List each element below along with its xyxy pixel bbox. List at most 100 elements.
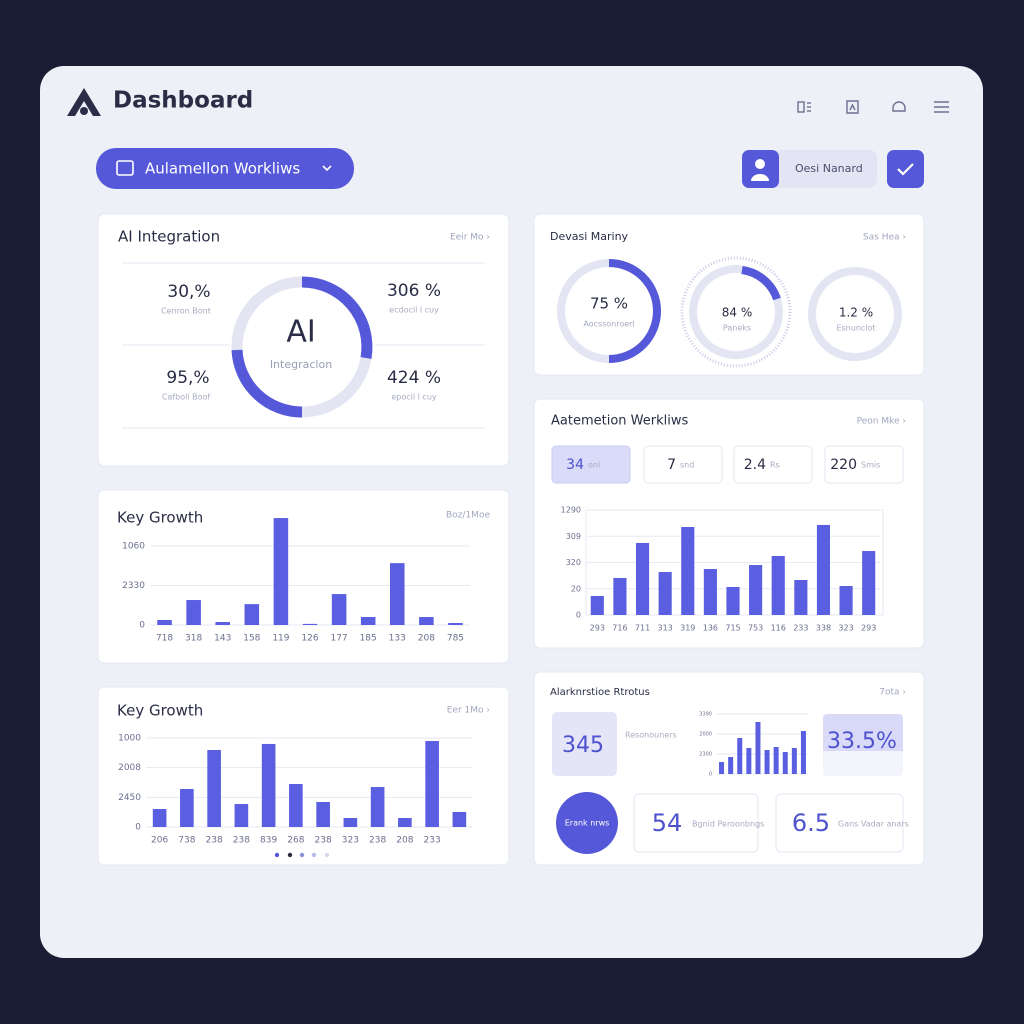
card-title: AI Integration xyxy=(118,228,220,246)
stat-box xyxy=(775,793,904,853)
stat-label: epocil l cuy xyxy=(391,393,437,402)
bar xyxy=(234,804,249,827)
bar xyxy=(180,788,194,827)
bar xyxy=(782,752,788,774)
x-tick-label: 785 xyxy=(447,634,464,644)
x-tick-label: 206 xyxy=(151,836,168,846)
stat-label: Cenron Bont xyxy=(161,307,211,316)
bar xyxy=(316,801,330,827)
x-tick-label: 177 xyxy=(330,634,347,644)
bar xyxy=(839,586,853,615)
donut-subtitle: Integraclon xyxy=(270,358,332,371)
donut-title: AI xyxy=(286,315,315,350)
bar xyxy=(390,563,405,625)
y-tick-label: 0 xyxy=(135,823,141,833)
x-tick-label: 318 xyxy=(185,634,202,644)
icon-menu[interactable] xyxy=(934,101,949,113)
page-dot[interactable] xyxy=(274,852,280,858)
y-tick-label: 1060 xyxy=(122,542,145,552)
card-title: Key Growth xyxy=(117,509,203,527)
stat-box xyxy=(552,712,617,776)
top-icons xyxy=(797,100,949,114)
x-tick-label: 126 xyxy=(301,634,318,644)
stat-value: 345 xyxy=(562,733,604,758)
workflow-dropdown[interactable] xyxy=(96,148,354,189)
x-tick-label: 268 xyxy=(287,836,304,846)
card-link[interactable]: Eer 1Mo › xyxy=(447,706,490,716)
x-tick-label: 753 xyxy=(748,624,763,633)
bar xyxy=(746,748,752,774)
bar xyxy=(419,617,434,625)
card-title: Alarknrstioe Rtrotus xyxy=(550,687,650,698)
card-link[interactable]: Peon Mke › xyxy=(857,417,906,427)
card-link[interactable]: 7ota › xyxy=(879,688,906,698)
page-dot[interactable] xyxy=(287,852,293,858)
app-title: Dashboard xyxy=(113,88,253,114)
y-tick-label: 20 xyxy=(571,584,581,593)
x-tick-label: 158 xyxy=(243,634,260,644)
y-tick-label: 1290 xyxy=(561,506,581,515)
dropdown-icon xyxy=(116,160,134,176)
stat-value: 2.4 xyxy=(744,457,766,473)
page-dot[interactable] xyxy=(324,852,330,858)
stat-box xyxy=(643,445,723,484)
bar xyxy=(398,818,412,827)
x-tick-label: 116 xyxy=(771,624,786,633)
avatar xyxy=(742,150,779,188)
badge-label: Erank nrws xyxy=(565,819,610,828)
confirm-button[interactable] xyxy=(887,150,924,188)
gauge-value: 75 % xyxy=(590,295,628,313)
stat-value: 95,% xyxy=(166,368,209,388)
bar xyxy=(764,750,770,774)
y-tick-label: 309 xyxy=(566,532,581,541)
stat-label: Cafboll Boof xyxy=(162,393,211,402)
bar xyxy=(273,518,289,625)
x-tick-label: 338 xyxy=(816,624,831,633)
stat-label: Smis xyxy=(861,461,880,470)
page-dot[interactable] xyxy=(311,852,317,858)
bar xyxy=(862,551,876,615)
y-tick-label: 2330 xyxy=(122,581,145,591)
card-link[interactable]: Sas Hea › xyxy=(863,233,906,243)
stat-value: 7 xyxy=(667,457,676,473)
bar xyxy=(726,587,740,615)
pagination xyxy=(274,852,330,858)
bar xyxy=(207,750,221,827)
gauge-label: Aocssonroerl xyxy=(583,320,634,329)
stat-label: Rs xyxy=(770,461,780,470)
card-link[interactable]: Boz/1Moe xyxy=(446,511,490,521)
bar xyxy=(244,604,260,625)
y-tick-label: 3390 xyxy=(699,712,712,718)
page-dot[interactable] xyxy=(299,852,305,858)
gauge-track xyxy=(689,265,783,359)
badge[interactable] xyxy=(556,792,618,854)
bar xyxy=(794,580,808,615)
stat-value: 306 % xyxy=(387,281,441,301)
bar xyxy=(360,617,376,625)
card-link[interactable]: Eeir Mo › xyxy=(450,233,490,243)
bar xyxy=(157,620,172,625)
stat-box xyxy=(633,793,759,853)
bar xyxy=(452,811,467,827)
card-title: Devasi Mariny xyxy=(550,230,629,243)
x-tick-label: 323 xyxy=(342,836,359,846)
icon-bell[interactable] xyxy=(892,101,906,112)
stat-box xyxy=(824,445,904,484)
x-tick-label: 119 xyxy=(272,634,289,644)
x-tick-label: 738 xyxy=(178,836,195,846)
highlight-value: 33.5% xyxy=(827,729,897,754)
y-tick-label: 2300 xyxy=(699,752,712,758)
icon-grid[interactable] xyxy=(797,101,805,113)
logo-dot xyxy=(80,107,88,115)
icon-home[interactable] xyxy=(846,100,859,114)
bar xyxy=(302,623,318,625)
bar xyxy=(771,555,785,615)
x-tick-label: 711 xyxy=(635,624,650,633)
gauge-arc xyxy=(741,266,781,301)
avatar-head xyxy=(755,159,765,169)
check-icon xyxy=(897,163,914,176)
x-tick-label: 136 xyxy=(703,624,718,633)
stat-value: 6.5 xyxy=(792,809,830,837)
x-tick-label: 238 xyxy=(315,836,332,846)
donut-arc xyxy=(231,349,303,418)
